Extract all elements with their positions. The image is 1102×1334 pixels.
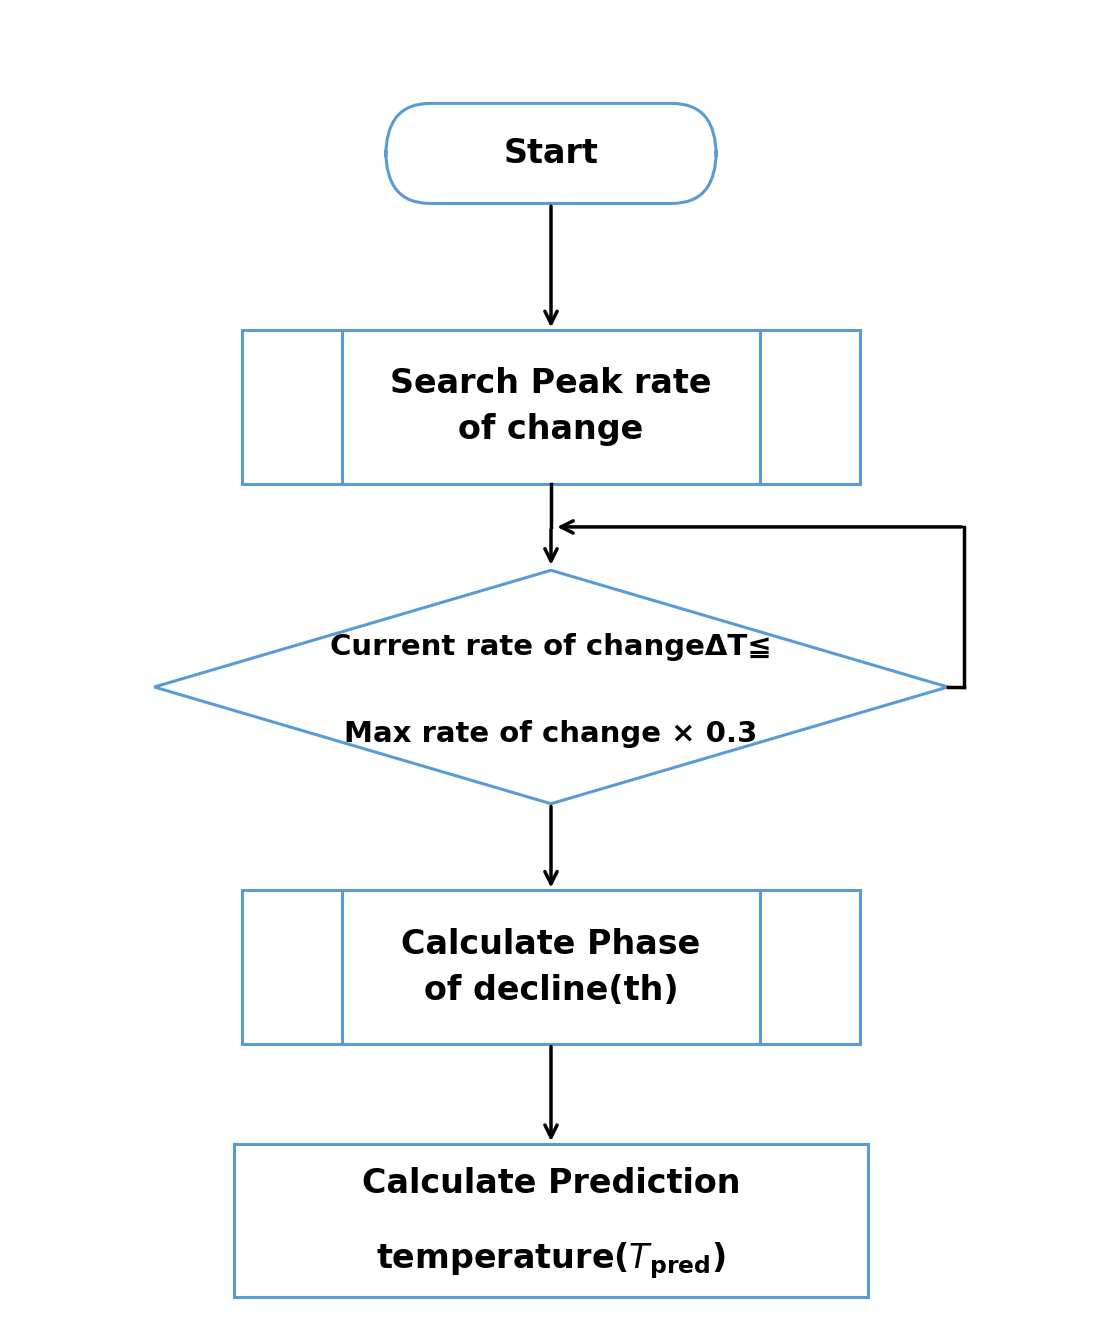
Bar: [242, 891, 860, 1043]
Bar: [242, 331, 860, 484]
Bar: [234, 1143, 868, 1297]
Polygon shape: [154, 571, 948, 803]
Text: Calculate Phase
of decline(th): Calculate Phase of decline(th): [401, 927, 701, 1007]
Text: Start: Start: [504, 137, 598, 169]
Text: Max rate of change × 0.3: Max rate of change × 0.3: [344, 720, 758, 747]
Text: Calculate Prediction: Calculate Prediction: [361, 1167, 741, 1199]
FancyBboxPatch shape: [386, 104, 716, 203]
Text: Current rate of changeΔT≦: Current rate of changeΔT≦: [331, 634, 771, 660]
Text: Search Peak rate
of change: Search Peak rate of change: [390, 367, 712, 447]
Text: $\mathbf{temperature(}\mathit{T}\mathbf{_{pred})}$: $\mathbf{temperature(}\mathit{T}\mathbf{…: [376, 1241, 726, 1281]
